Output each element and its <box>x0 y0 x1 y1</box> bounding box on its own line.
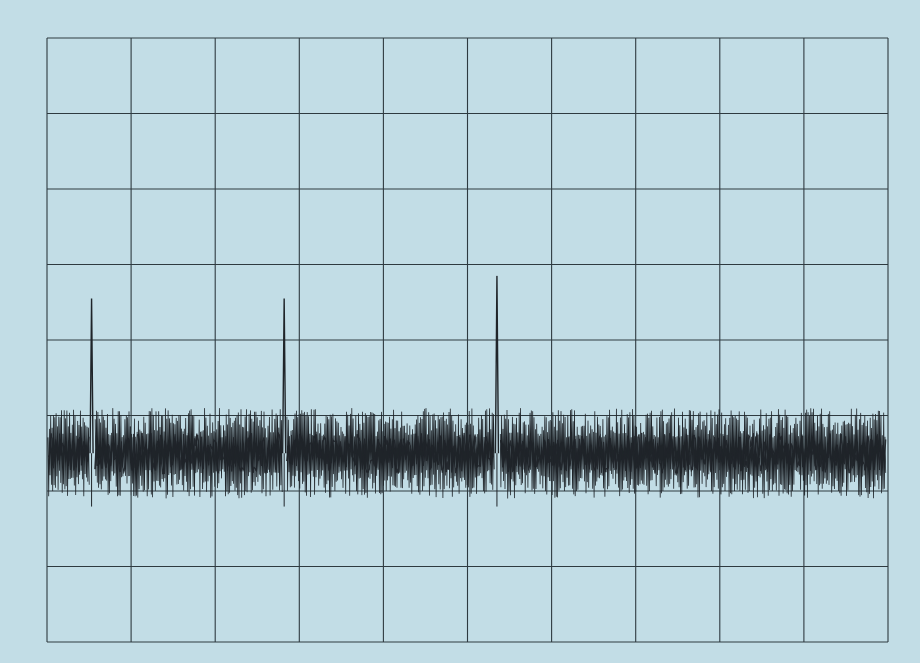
spike-2 <box>281 298 287 454</box>
spike-1 <box>89 298 94 454</box>
signal-trace-core <box>48 431 887 475</box>
spike-group <box>89 275 500 507</box>
spike-3 <box>494 275 500 454</box>
signal-trace-group <box>47 408 887 499</box>
